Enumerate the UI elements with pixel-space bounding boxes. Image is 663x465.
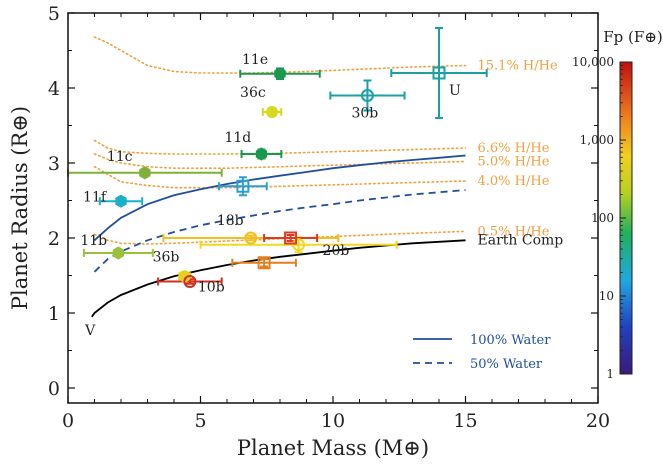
x-tick-label: 10	[321, 410, 345, 432]
planet-label: V	[84, 323, 96, 339]
curve-label: 6.6% H/He	[478, 141, 550, 156]
y-tick-label: 3	[48, 153, 60, 175]
curve-label: 5.0% H/He	[478, 155, 550, 170]
curve-label: 15.1% H/He	[478, 59, 558, 74]
x-tick-label: 0	[62, 410, 74, 432]
planet-label: 36b	[153, 249, 180, 265]
legend-label: 100% Water	[470, 333, 551, 348]
curve-50-water	[93, 189, 466, 273]
planet-label: 11d	[224, 130, 251, 146]
curve-label: Earth Comp	[478, 232, 564, 248]
colorbar-tick-label: 10,000	[572, 55, 614, 69]
colorbar: Fp (F⊕) 1 10 100 1,000 10,000	[572, 28, 663, 381]
planet-marker-30b	[360, 89, 374, 102]
planet-marker-u	[432, 66, 446, 80]
planet-label: 18b	[217, 213, 244, 229]
planet-marker-11c	[139, 166, 151, 180]
planet-marker-36c	[266, 106, 279, 118]
planet-label: 36c	[240, 85, 266, 101]
colorbar-tick-label: 100	[591, 211, 614, 225]
planet-marker-11e	[274, 67, 286, 81]
y-tick-label: 1	[48, 303, 60, 325]
y-tick-label: 5	[48, 3, 60, 25]
curve-100-water	[93, 154, 466, 241]
planet-label: 10b	[198, 280, 225, 296]
planet-marker-10b	[183, 275, 197, 288]
planet-label: 11f	[83, 189, 108, 205]
planet-marker-11d	[255, 147, 268, 161]
legend-label: 50% Water	[470, 357, 543, 372]
planet-label: 11b	[80, 233, 107, 249]
legend: 100% Water 50% Water	[413, 333, 551, 372]
planet-labels: 11e 11d 11c 11f 11b 36c 36b 30b U 18b 20b 10b V	[80, 52, 461, 339]
error-bar	[329, 79, 406, 112]
error-bar	[231, 258, 297, 268]
curve-label: 4.0% H/He	[478, 174, 550, 189]
planet-label: 30b	[351, 106, 378, 122]
planet-label: U	[449, 83, 461, 99]
x-tick-label: 15	[453, 410, 477, 432]
curve-label: 0.5% H/He	[478, 224, 550, 239]
planet-marker	[284, 231, 298, 245]
y-axis-label: Planet Radius (R⊕)	[8, 106, 32, 310]
colorbar-tick-label: 10	[599, 289, 614, 303]
planet-marker-11b	[112, 246, 124, 260]
planet-marker	[257, 256, 271, 270]
planet-marker-11f	[115, 194, 127, 208]
error-bar	[263, 234, 319, 242]
planet-label: 20b	[323, 243, 350, 259]
planet-label: 11e	[242, 52, 268, 68]
planet-marker	[236, 179, 250, 193]
curve-4-0-h-he	[93, 165, 467, 189]
curve-earth-comp	[91, 239, 466, 318]
planet-marker-20b	[292, 238, 306, 252]
curve-15-1-h-he	[93, 36, 467, 74]
x-tick-label: 20	[586, 410, 610, 432]
x-tick-label: 5	[194, 410, 206, 432]
planet-marker-18b	[244, 231, 258, 245]
y-tick-label: 4	[48, 78, 60, 100]
error-bar	[390, 27, 488, 119]
y-tick-label: 0	[48, 378, 60, 400]
axes: 0 5 10 15 20 0 1 2 3 4 5	[48, 3, 610, 432]
x-axis-label: Planet Mass (M⊕)	[237, 436, 429, 460]
planet-label: 11c	[107, 149, 133, 165]
y-tick-label: 2	[48, 228, 60, 250]
curve-6-6-h-he	[93, 139, 467, 155]
curve-labels: 15.1% H/He 6.6% H/He5.0% H/He 4.0% H/He 0.5…	[478, 59, 564, 249]
planet-markers	[112, 66, 446, 288]
colorbar-tick-label: 1	[606, 367, 614, 381]
colorbar-title: Fp (F⊕)	[603, 28, 662, 46]
colorbar-tick-label: 1,000	[580, 133, 614, 147]
